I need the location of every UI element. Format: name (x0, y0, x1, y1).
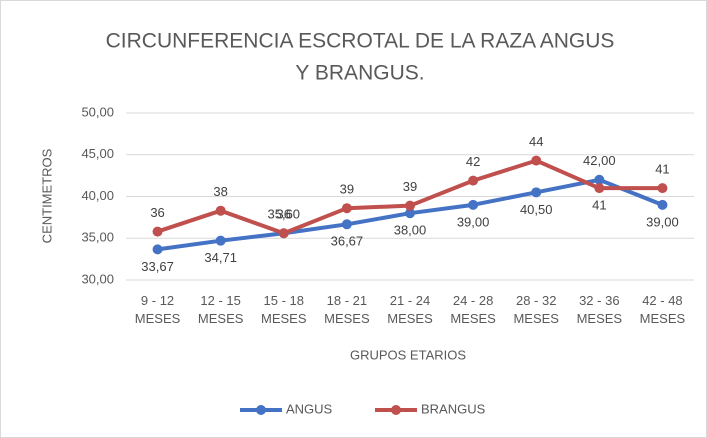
data-label: 38,00 (394, 223, 427, 238)
data-label: 39 (403, 179, 417, 194)
data-point (405, 208, 415, 219)
data-label: 34,71 (204, 250, 237, 265)
data-point (405, 200, 415, 211)
x-tick-label: 28 - 32 MESES (513, 293, 559, 326)
data-label: 44 (529, 134, 543, 149)
x-tick-label: 42 - 48 MESES (640, 293, 686, 326)
legend-marker (256, 405, 266, 415)
data-label: 38 (213, 184, 227, 199)
y-tick-label: 30,00 (81, 271, 114, 286)
data-point (531, 187, 542, 198)
data-label: 36,67 (331, 234, 364, 249)
data-point (531, 155, 542, 166)
data-point (278, 228, 289, 239)
x-tick-label: 15 - 18 MESES (261, 293, 307, 326)
x-tick-label: 24 - 28 MESES (450, 293, 496, 326)
data-point (152, 244, 163, 255)
data-label: 39,00 (457, 214, 490, 229)
legend-marker (391, 405, 401, 415)
data-label: 40,50 (520, 202, 553, 217)
x-tick-label: 12 - 15 MESES (198, 293, 244, 326)
data-label: 39,00 (646, 214, 679, 229)
legend-label: BRANGUS (421, 401, 486, 416)
y-axis-label: CENTIMETROS (39, 148, 54, 243)
y-tick-label: 45,00 (81, 146, 114, 161)
data-point (215, 235, 226, 246)
x-tick-label: 32 - 36 MESES (577, 293, 623, 326)
y-tick-label: 50,00 (81, 104, 114, 119)
y-tick-label: 40,00 (81, 188, 114, 203)
data-label: 39 (340, 182, 354, 197)
data-point (341, 219, 352, 230)
legend-label: ANGUS (286, 401, 333, 416)
data-label: 33,67 (141, 259, 174, 274)
data-point (657, 199, 668, 210)
chart-title: Y BRANGUS. (295, 62, 424, 85)
data-point (594, 174, 605, 185)
x-tick-label: 18 - 21 MESES (324, 293, 370, 326)
data-point (468, 199, 479, 210)
data-point (657, 183, 668, 194)
chart-title: CIRCUNFERENCIA ESCROTAL DE LA RAZA ANGUS (106, 30, 615, 53)
y-tick-label: 35,00 (81, 230, 114, 245)
x-tick-label: 21 - 24 MESES (387, 293, 433, 326)
data-label: 35,60 (268, 207, 301, 222)
x-axis-label: GRUPOS ETARIOS (350, 347, 466, 362)
data-point (468, 175, 479, 186)
data-label: 36 (277, 207, 291, 222)
data-label: 41 (655, 162, 669, 177)
data-point (215, 205, 226, 216)
data-label: 36 (150, 205, 164, 220)
data-label: 42 (466, 154, 480, 169)
data-label: 42,00 (583, 153, 616, 168)
data-point (341, 203, 352, 214)
data-point (152, 226, 163, 237)
data-label: 41 (592, 198, 606, 213)
x-tick-label: 9 - 12 MESES (135, 293, 181, 326)
data-point (594, 183, 605, 194)
